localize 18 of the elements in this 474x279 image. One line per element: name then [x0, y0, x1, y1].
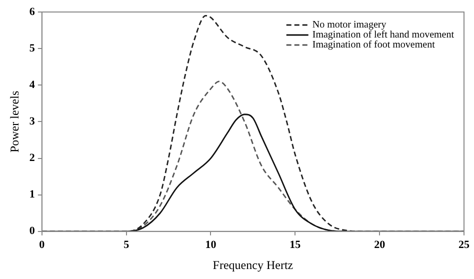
y-tick-label: 1: [29, 188, 35, 201]
legend-label: Imagination of left hand movement: [312, 30, 454, 41]
x-tick-label: 0: [39, 238, 46, 251]
x-tick-label: 20: [374, 238, 386, 251]
y-tick-label: 2: [29, 152, 36, 164]
x-tick-label: 10: [205, 238, 217, 251]
y-tick-label: 3: [29, 116, 36, 128]
x-tick-label: 25: [458, 238, 470, 251]
x-tick-label: 5: [124, 238, 130, 251]
y-tick-label: 0: [29, 225, 36, 238]
legend-label: Imagination of foot movement: [312, 40, 436, 51]
y-tick-label: 4: [29, 78, 36, 91]
legend-label: No motor imagery: [312, 20, 386, 31]
y-tick-label: 6: [29, 6, 36, 18]
x-axis-title: Frequency Hertz: [212, 258, 294, 272]
y-tick-label: 5: [29, 42, 36, 54]
y-axis-title: Power levels: [7, 90, 22, 153]
x-tick-label: 15: [290, 238, 302, 251]
